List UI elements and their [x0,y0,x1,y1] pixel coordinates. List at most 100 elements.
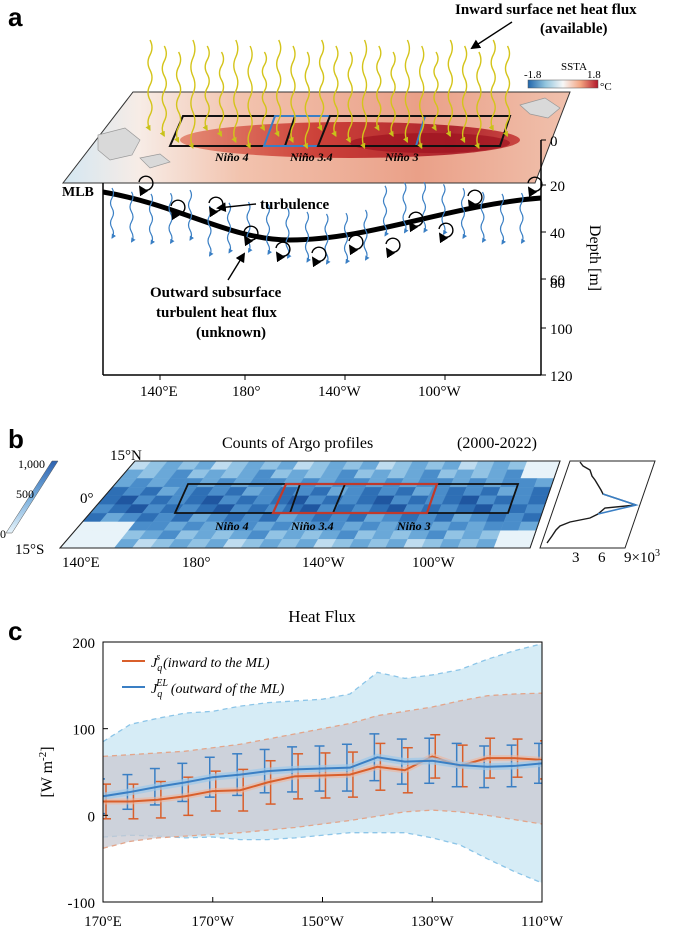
argo-grid-cell [475,539,498,549]
chart-title: Heat Flux [288,607,356,626]
yellow-heat-arrow [417,45,425,150]
yellow-heat-arrow [460,45,468,144]
turbulence-eddy [348,234,364,256]
blue-flux-arrow [129,191,136,243]
argo-grid-cell [457,539,480,549]
panel-c-letter: c [8,616,22,646]
heat-flux-label-line1: Inward surface net heat flux [455,2,637,18]
depth-tick-60: 60 [541,273,565,289]
panel-a-lon-axis: 140°E 180° 140°W 100°W [140,375,461,400]
legend-item-jqel: JqEL (outward of the ML) [122,678,285,700]
blue-flux-arrow [168,192,175,245]
ocean-surface: Niño 4 Niño 3.4 Niño 3 [61,91,571,184]
blue-flux-arrow [402,182,409,234]
argo-nino34-box [271,482,439,515]
band-upper-jqel [103,643,542,743]
argo-side-profile-highlight [597,493,639,515]
argo-grid-cell [500,521,522,531]
yellow-heat-arrow [431,51,439,131]
outward-flux-label-line2: turbulent heat flux [156,305,277,321]
y-tick-label: 100 [73,723,96,739]
argo-grid-cell [523,460,544,470]
argo-grid-cell [486,513,508,523]
svg-text:80: 80 [550,276,565,292]
argo-colorbar: 1,000 500 0 [0,457,59,541]
turbulence-eddy [311,246,327,268]
argo-lat-15n: 15°N [110,448,142,464]
argo-grid-cell [464,521,487,531]
depth-tick-100: 100 [541,322,573,338]
yellow-heat-arrow [202,45,210,131]
argo-grid-cell [482,521,505,531]
turbulence-arrow [216,202,257,213]
svg-text:120: 120 [550,369,573,385]
blue-flux-arrow [148,193,156,245]
argo-grid-cell [479,530,501,540]
yellow-heat-arrow [216,51,225,137]
argo-side-tick-3: 3 [572,550,580,566]
blue-flux-arrow [343,212,351,264]
argo-count-grid [59,460,561,549]
ssta-colorbar-unit: °C [600,81,612,93]
svg-text:100: 100 [550,322,573,338]
blue-flux-arrow [519,192,526,244]
blue-flux-arrow [480,191,487,243]
svg-text:20: 20 [550,179,565,195]
outward-flux-label-line3: (unknown) [196,325,266,341]
argo-grid-cell [503,469,525,479]
argo-grid-cell [493,539,516,549]
argo-grid-cell [503,513,525,523]
yellow-heat-arrow [317,39,325,131]
ssta-colorbar: SSTA -1.8 1.8 °C [524,61,612,93]
blue-flux-arrow [382,185,390,237]
panel-c: c Heat Flux 200 100 0 -100 170°E 170°W 150°W 13… [8,607,564,930]
yellow-heat-arrow [259,51,268,131]
argo-nino3-label: Niño 3 [396,519,431,533]
y-tick-label: 200 [73,636,96,652]
yellow-heat-arrow [402,39,411,144]
warm-anomaly-core [350,133,510,153]
yellow-heat-arrow [331,45,339,137]
turbulence-eddy [385,237,401,259]
yellow-heat-arrow [502,45,511,137]
argo-map-outline [58,460,561,549]
argo-side-tick-6: 6 [598,550,606,566]
turbulence-eddy [467,189,483,211]
yellow-heat-arrow [360,39,368,150]
panel-b-letter: b [8,424,24,454]
depth-axis: 0 20 40 60 80 100 120 Depth [m] [541,134,603,385]
blue-flux-arrow [207,205,214,257]
svg-text:0: 0 [550,134,558,150]
blue-flux-arrow [363,209,370,261]
nino4-label: Niño 4 [214,150,249,164]
nino34-label: Niño 3.4 [289,150,333,164]
turbulence-eddy [170,199,186,221]
blue-flux-arrow [460,187,468,240]
panel-a-lon-180: 180° [232,384,261,400]
blue-flux-arrow [109,187,117,239]
argo-grid-cell [496,530,519,540]
panel-a-letter: a [8,2,23,32]
ssta-colorbar-title: SSTA [561,61,587,73]
legend-label-jqs: Jqs (inward to the ML) [151,652,270,674]
yellow-heat-arrow [345,51,353,143]
turbulence-eddy [275,241,291,263]
argo-colorbar-0: 0 [0,527,6,541]
panel-b-title: Counts of Argo profiles [222,435,373,452]
nino3-label: Niño 3 [384,150,419,164]
x-tick-label: 110°W [521,914,564,930]
argo-nino4-label: Niño 4 [214,519,249,533]
argo-lon-140w: 140°W [302,555,345,571]
svg-text:40: 40 [550,226,565,242]
argo-lon-100w: 100°W [412,555,455,571]
turbulence-label: turbulence [260,197,330,213]
yellow-heat-arrow [388,51,396,137]
legend-label-jqel: JqEL (outward of the ML) [151,678,285,700]
yellow-heat-arrow [245,45,253,150]
argo-grid-cell [514,530,537,540]
argo-grid-cell [518,521,540,531]
blue-flux-arrow [324,213,331,265]
argo-grid-cell [520,469,541,479]
x-tick-label: 150°W [301,914,344,930]
argo-side-panel [539,460,656,549]
